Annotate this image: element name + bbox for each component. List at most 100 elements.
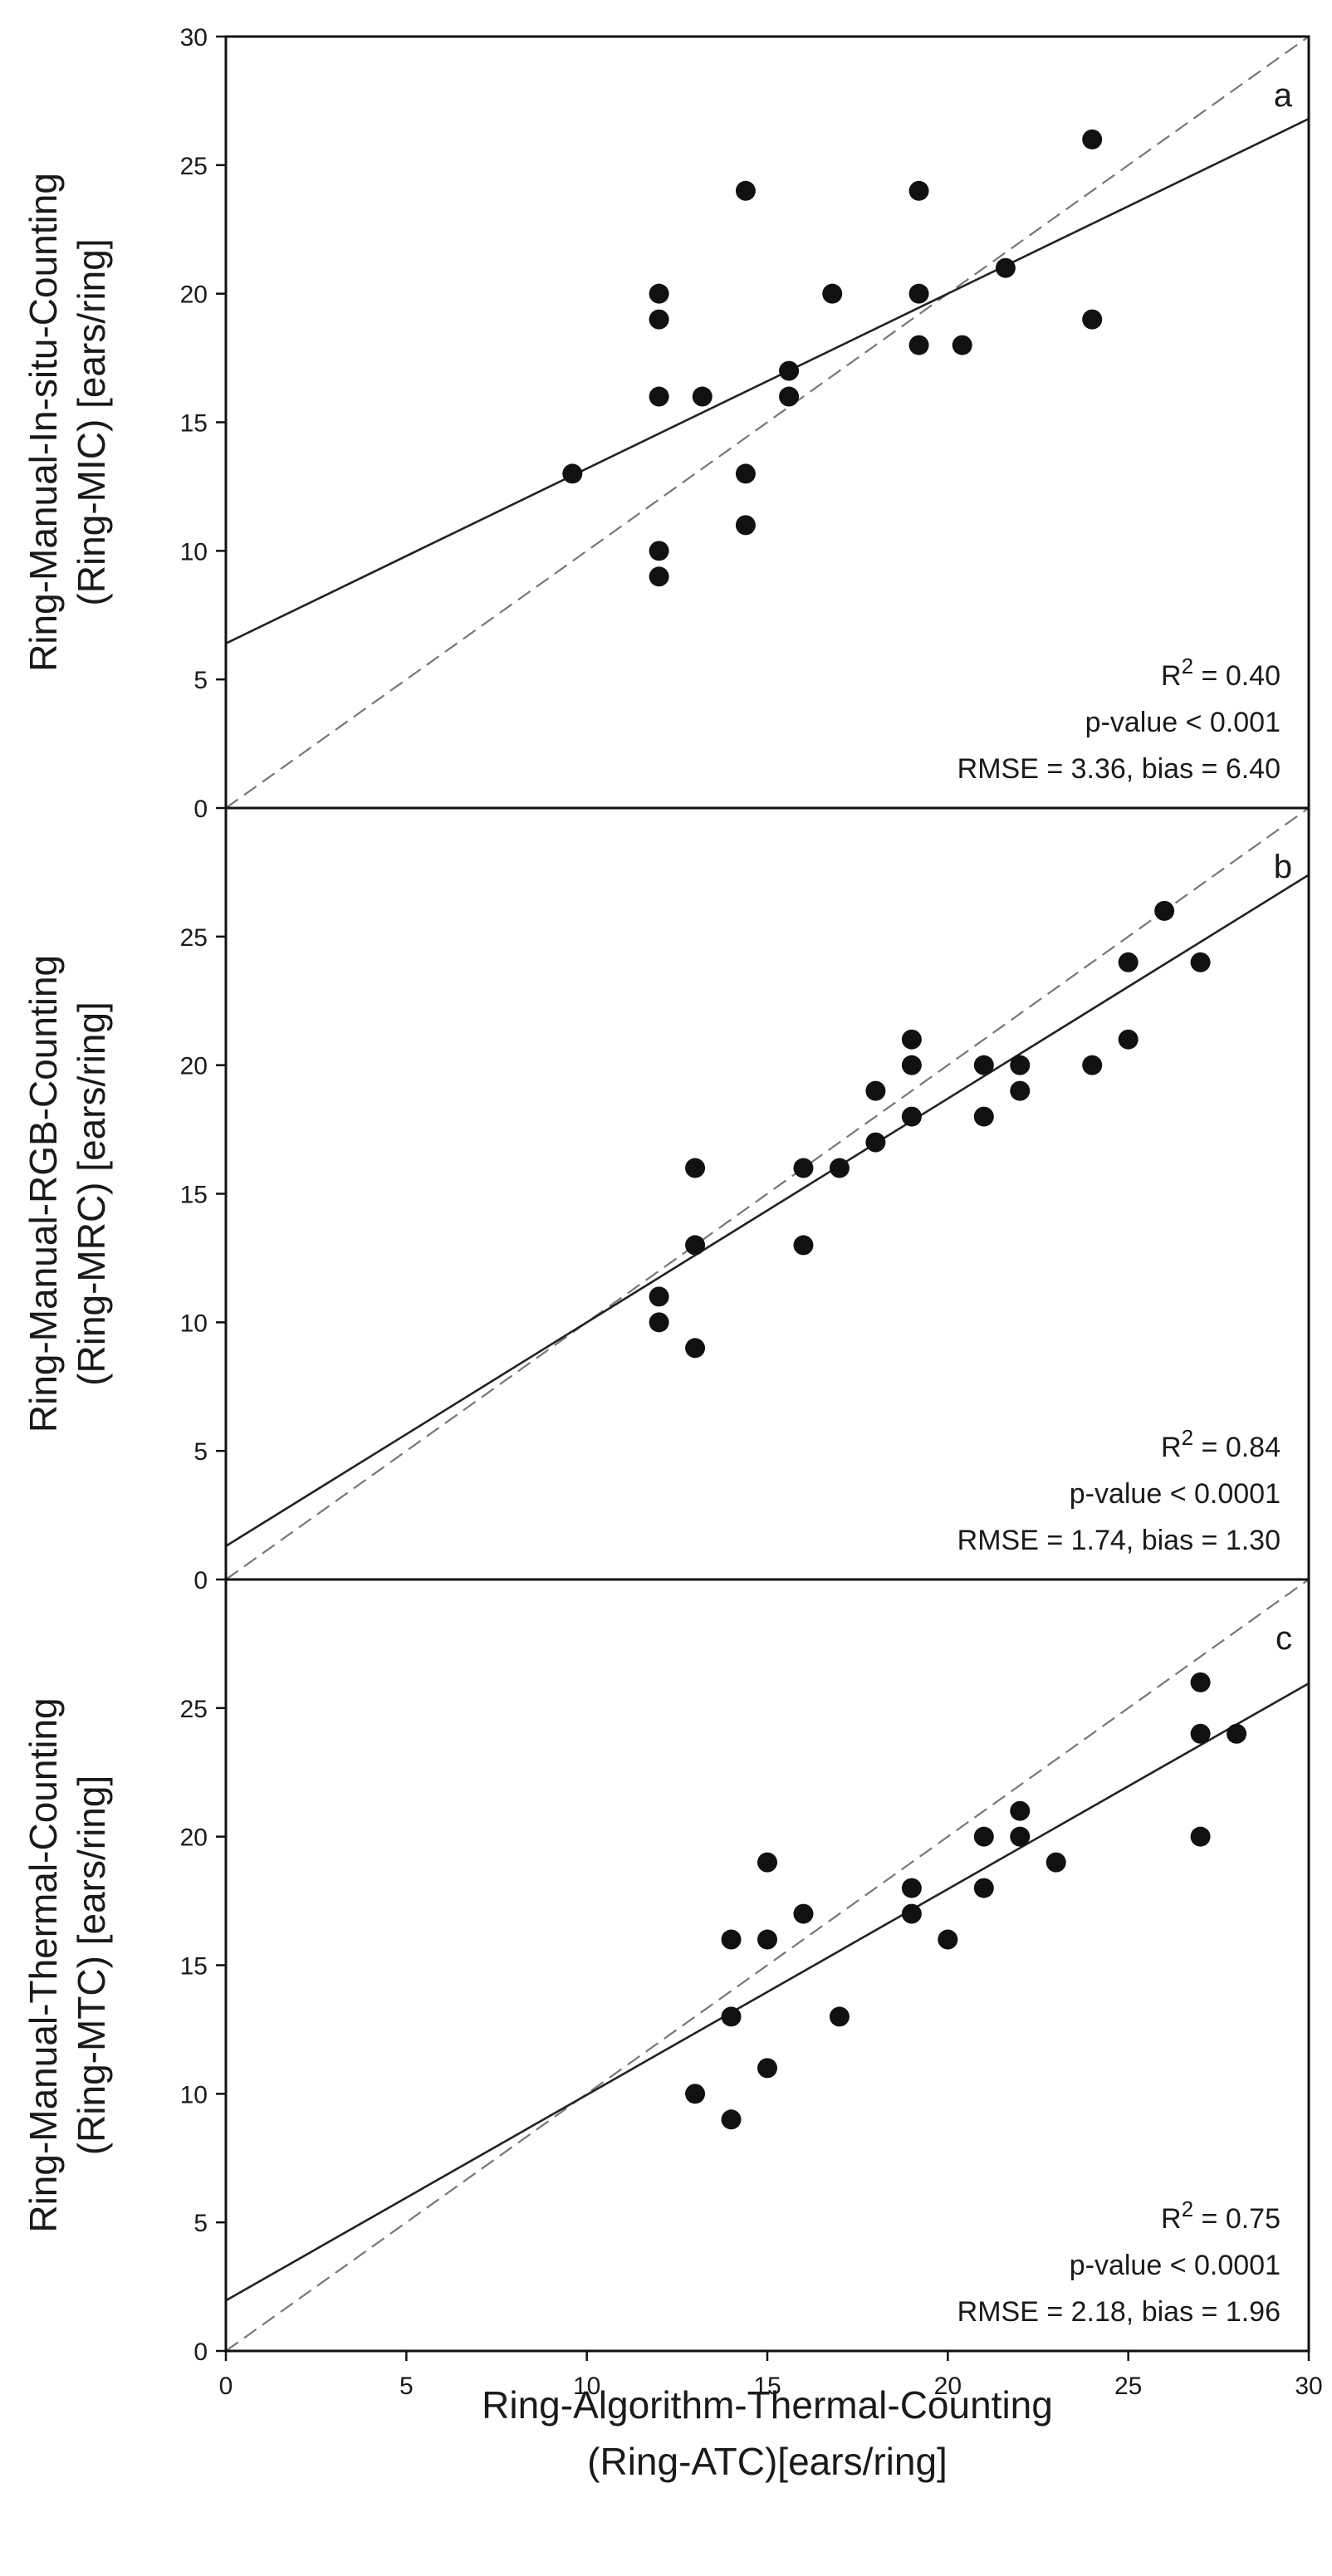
y-tick-label-a-30: 30 <box>180 24 208 51</box>
data-point-a-7 <box>735 180 756 201</box>
data-point-a-12 <box>822 283 843 304</box>
x-axis-title: Ring-Algorithm-Thermal-Counting (Ring-AT… <box>482 2383 1053 2483</box>
data-point-c-18 <box>1190 1723 1211 1744</box>
x-axis-title-line-1: Ring-Algorithm-Thermal-Counting <box>482 2383 1053 2427</box>
r-squared-a: R2 = 0.40 <box>1161 654 1281 692</box>
y-tick-label-b-25: 25 <box>180 924 208 952</box>
data-point-b-11 <box>901 1055 922 1075</box>
y-axis-title-c-line-2: (Ring-MTC) [ears/ring] <box>70 1775 113 2156</box>
y-axis-title-a-line-2: (Ring-MIC) [ears/ring] <box>70 238 113 605</box>
data-point-b-1 <box>649 1312 669 1333</box>
data-point-b-6 <box>793 1235 814 1256</box>
y-tick-label-c-20: 20 <box>180 1824 208 1852</box>
panel-label-c: c <box>1276 1620 1292 1657</box>
data-point-c-8 <box>829 2006 850 2027</box>
data-point-b-4 <box>685 1338 706 1359</box>
data-point-c-17 <box>1190 1672 1211 1692</box>
y-tick-label-a-5: 5 <box>193 667 208 694</box>
rmse-bias-b: RMSE = 1.74, bias = 1.30 <box>957 1525 1281 1556</box>
data-point-b-5 <box>793 1158 814 1178</box>
rmse-bias-a: RMSE = 3.36, bias = 6.40 <box>957 753 1281 785</box>
x-tick-label-5: 5 <box>399 2373 414 2400</box>
data-point-c-7 <box>793 1903 814 1924</box>
y-tick-label-c-10: 10 <box>180 2081 208 2108</box>
data-point-c-12 <box>973 1826 994 1847</box>
regression-line-c <box>226 1682 1309 2302</box>
data-point-a-5 <box>649 566 669 587</box>
identity-line-c <box>226 1579 1309 2351</box>
x-tick-label-15: 15 <box>753 2373 781 2400</box>
data-point-c-15 <box>1010 1826 1031 1847</box>
data-point-a-6 <box>692 386 713 407</box>
y-tick-label-a-10: 10 <box>180 538 208 566</box>
data-point-a-11 <box>779 386 800 407</box>
data-point-b-0 <box>649 1286 669 1307</box>
data-point-a-0 <box>562 463 583 484</box>
y-tick-label-c-25: 25 <box>180 1696 208 1723</box>
p-value-a: p-value < 0.001 <box>1085 707 1281 738</box>
y-tick-label-c-5: 5 <box>193 2210 208 2237</box>
data-point-a-2 <box>649 309 669 330</box>
data-point-a-17 <box>995 257 1016 278</box>
data-point-c-14 <box>1010 1800 1031 1821</box>
panel-label-a: a <box>1274 77 1293 114</box>
x-tick-label-20: 20 <box>934 2373 962 2400</box>
data-point-c-10 <box>901 1903 922 1924</box>
identity-line-b <box>226 808 1309 1579</box>
p-value-c: p-value < 0.0001 <box>1070 2250 1281 2281</box>
data-point-b-12 <box>901 1106 922 1127</box>
data-point-b-18 <box>1118 952 1139 972</box>
x-tick-label-10: 10 <box>573 2373 600 2400</box>
data-point-c-4 <box>757 1852 777 1873</box>
panel-label-b: b <box>1274 849 1292 885</box>
regression-line-a <box>226 117 1309 644</box>
rmse-bias-c: RMSE = 2.18, bias = 1.96 <box>957 2296 1281 2328</box>
y-tick-label-c-15: 15 <box>180 1953 208 1981</box>
r-squared-b: R2 = 0.84 <box>1161 1425 1281 1463</box>
panels-group: 0 5 10 15 20 25 30 Ring-Manual-In-situ-Counting… <box>22 24 1310 2366</box>
data-point-c-20 <box>1227 1723 1247 1744</box>
y-tick-label-b-20: 20 <box>180 1053 208 1080</box>
data-point-c-2 <box>721 2006 742 2027</box>
y-tick-label-b-15: 15 <box>180 1182 208 1209</box>
data-point-b-17 <box>1082 1055 1103 1075</box>
data-point-b-8 <box>865 1080 886 1101</box>
data-point-a-14 <box>908 283 929 304</box>
data-point-a-15 <box>908 335 929 355</box>
data-point-b-21 <box>1190 952 1211 972</box>
data-point-b-2 <box>685 1158 706 1178</box>
data-point-b-9 <box>865 1132 886 1153</box>
identity-line-a <box>226 37 1309 808</box>
y-tick-label-b-5: 5 <box>193 1438 208 1466</box>
data-point-b-7 <box>829 1158 850 1178</box>
p-value-b: p-value < 0.0001 <box>1070 1478 1281 1510</box>
y-tick-label-b-0: 0 <box>193 1567 208 1594</box>
data-point-c-11 <box>938 1929 958 1950</box>
data-point-b-20 <box>1154 900 1175 921</box>
data-point-a-4 <box>649 541 669 561</box>
y-axis-title-a-line-1: Ring-Manual-In-situ-Counting <box>22 173 65 672</box>
y-tick-label-a-20: 20 <box>180 282 208 309</box>
data-point-c-9 <box>901 1878 922 1898</box>
x-tick-label-30: 30 <box>1295 2373 1322 2400</box>
data-point-c-6 <box>757 2058 777 2079</box>
data-point-b-19 <box>1118 1029 1139 1050</box>
data-point-a-8 <box>735 463 756 484</box>
data-point-c-16 <box>1046 1852 1066 1873</box>
data-point-a-9 <box>735 515 756 536</box>
data-point-c-0 <box>685 2084 706 2104</box>
x-tick-label-25: 25 <box>1114 2373 1142 2400</box>
panel-b: 0 5 10 15 20 25 Ring-Manual-RGB-Counting (Ring-… <box>22 806 1310 1594</box>
panel-a: 0 5 10 15 20 25 30 Ring-Manual-In-situ-Counting… <box>22 24 1310 823</box>
data-point-a-18 <box>1082 129 1103 149</box>
data-point-c-3 <box>721 2109 742 2130</box>
y-tick-label-a-25: 25 <box>180 153 208 180</box>
data-point-b-3 <box>685 1235 706 1256</box>
data-point-a-16 <box>952 335 972 355</box>
data-point-c-19 <box>1190 1826 1211 1847</box>
data-point-a-3 <box>649 386 669 407</box>
data-point-a-19 <box>1082 309 1103 330</box>
y-tick-label-a-0: 0 <box>193 796 208 823</box>
y-axis-title-c-line-1: Ring-Manual-Thermal-Counting <box>22 1697 65 2232</box>
data-point-b-16 <box>1010 1080 1031 1101</box>
